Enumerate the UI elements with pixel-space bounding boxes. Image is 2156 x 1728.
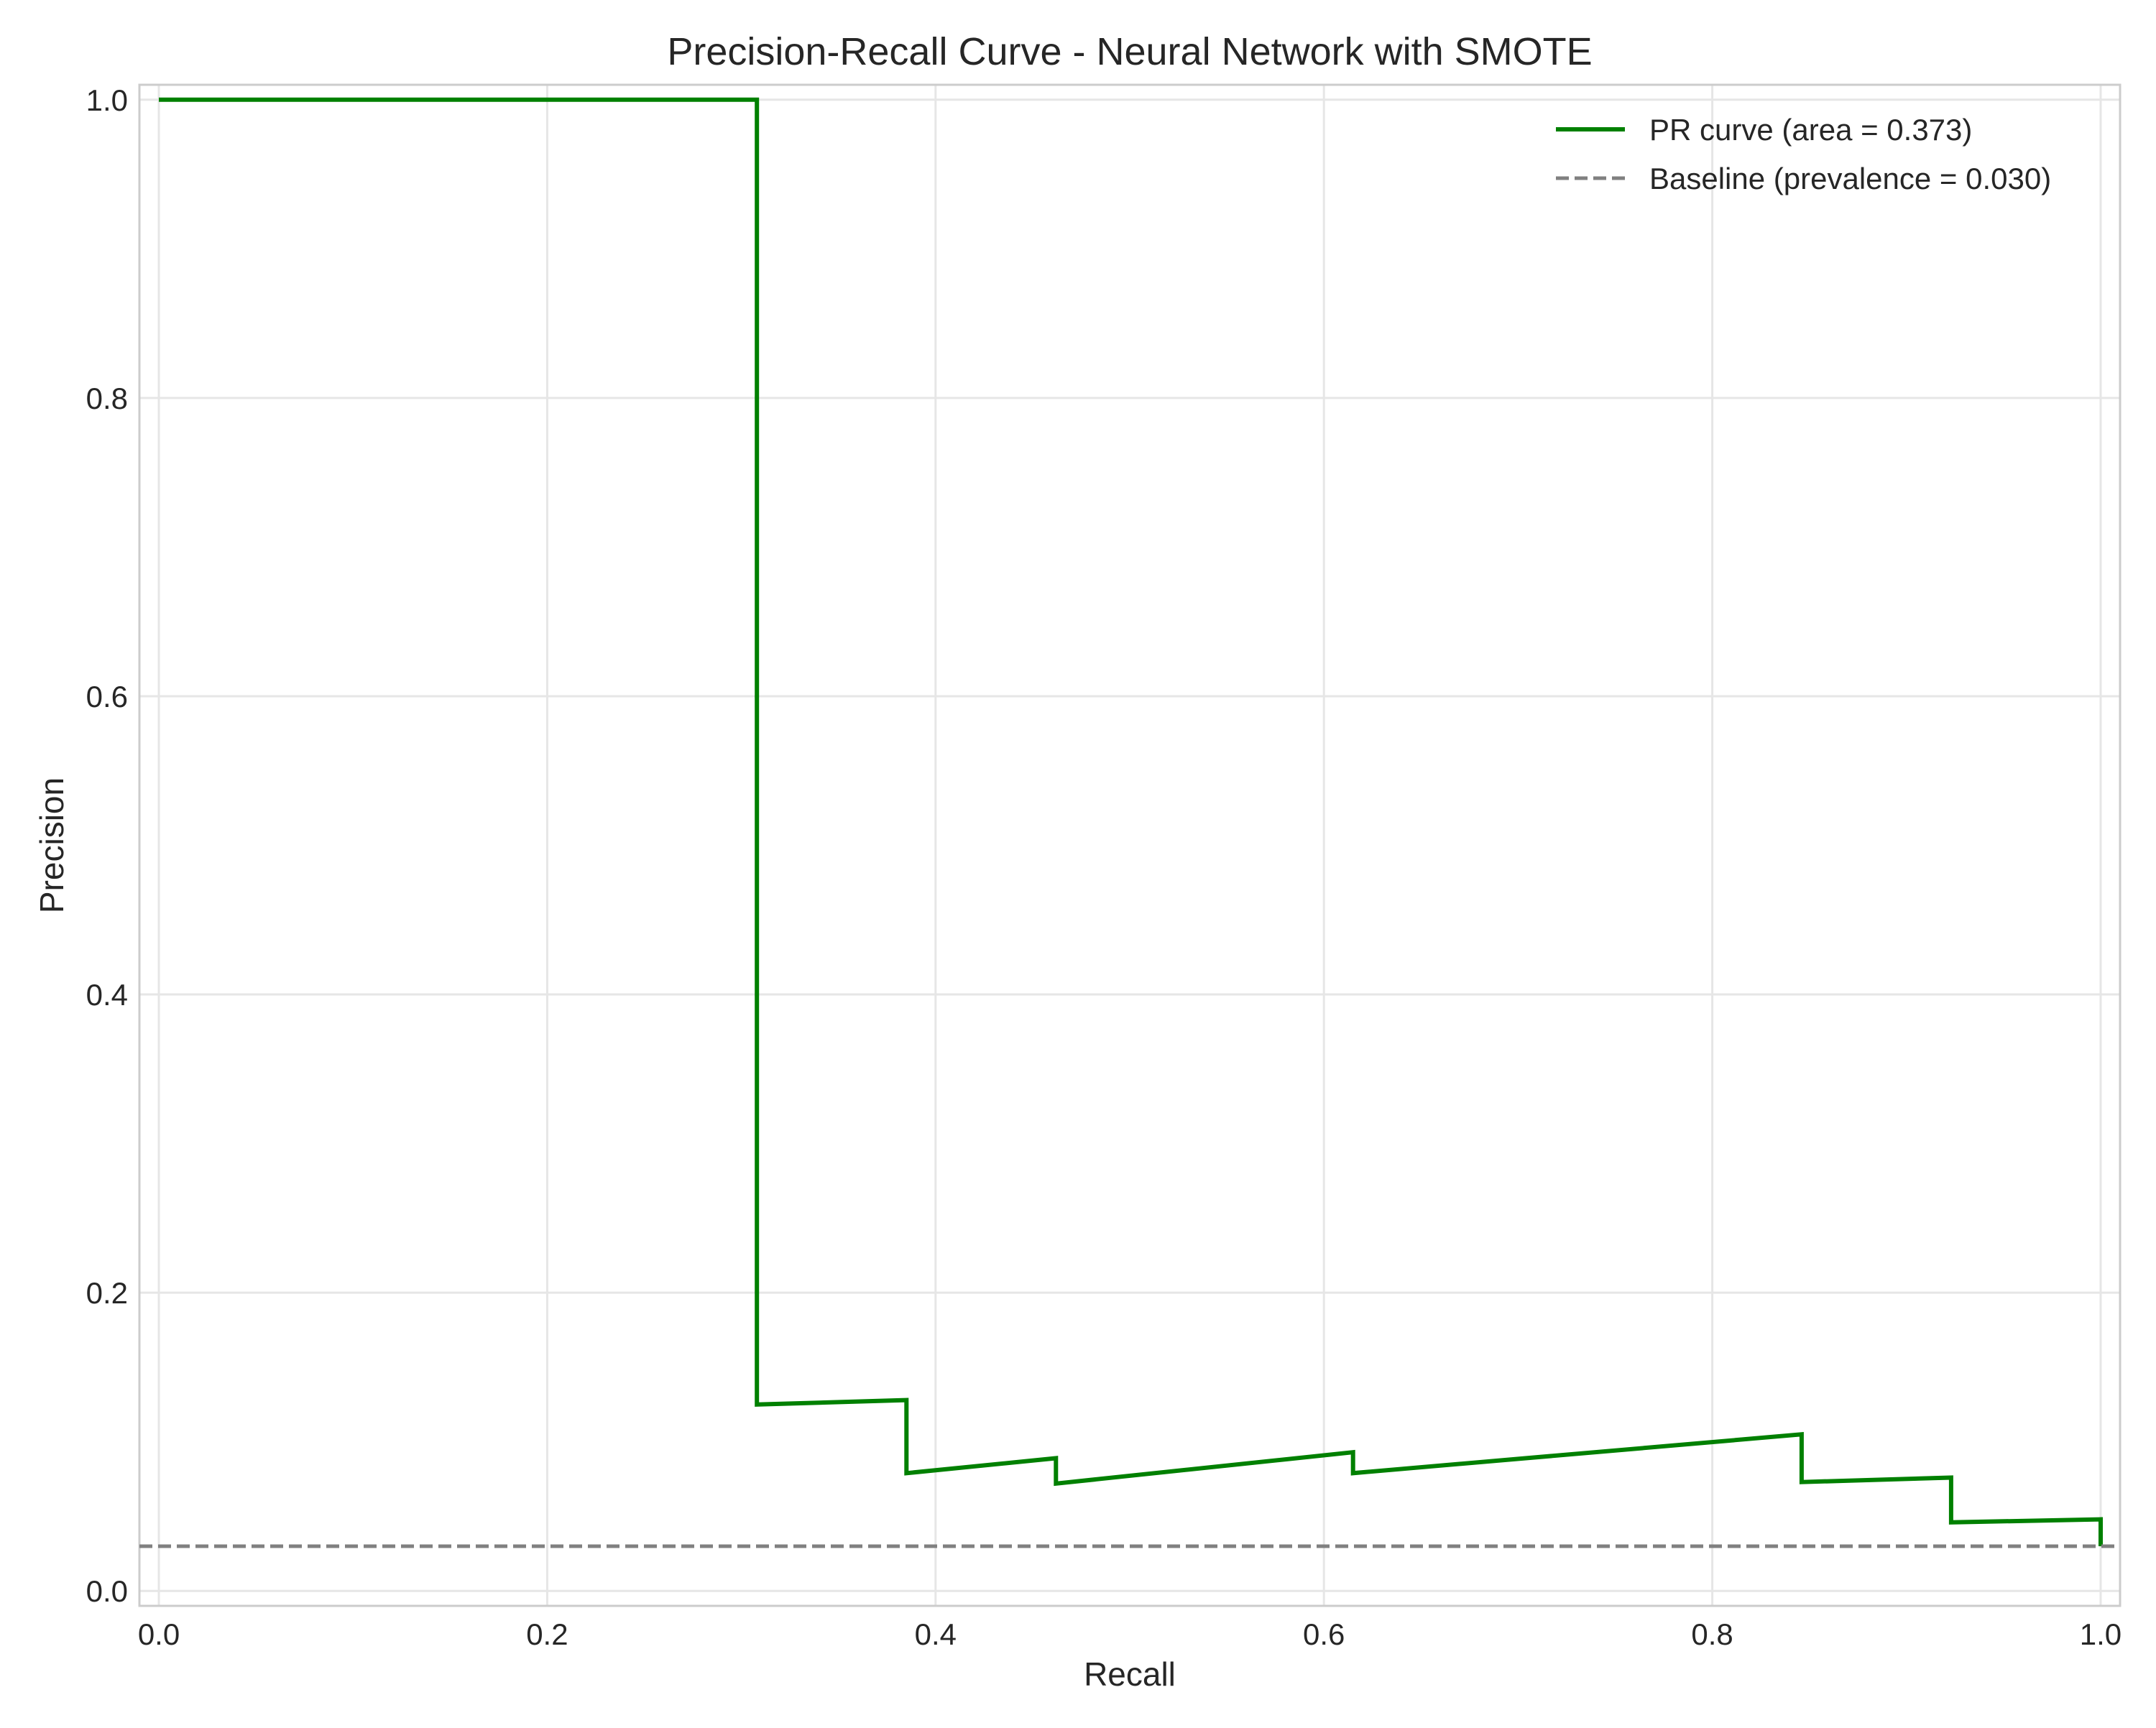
x-tick-label: 0.4 <box>915 1617 957 1651</box>
x-tick-label: 1.0 <box>2080 1617 2122 1651</box>
y-tick-label: 0.8 <box>86 382 128 415</box>
legend-label-1: Baseline (prevalence = 0.030) <box>1649 162 2051 195</box>
x-tick-label: 0.0 <box>138 1617 180 1651</box>
y-tick-label: 1.0 <box>86 83 128 117</box>
x-axis-label: Recall <box>1084 1655 1176 1693</box>
x-tick-label: 0.8 <box>1691 1617 1733 1651</box>
tick-labels: 0.0 0.2 0.4 0.6 0.8 1.0 0.0 0.2 0.4 0.6 0.8 1.0 <box>86 83 2122 1651</box>
y-tick-label: 0.6 <box>86 680 128 713</box>
y-tick-label: 0.4 <box>86 978 128 1012</box>
legend-label-0: PR curve (area = 0.373) <box>1649 113 1972 147</box>
plot-frame <box>138 83 2122 1607</box>
chart-title: Precision-Recall Curve - Neural Network … <box>667 30 1592 73</box>
series-layer <box>139 97 2120 1548</box>
x-tick-label: 0.6 <box>1303 1617 1345 1651</box>
x-tick-label: 0.2 <box>526 1617 568 1651</box>
y-tick-label: 0.2 <box>86 1276 128 1310</box>
y-tick-label: 0.0 <box>86 1574 128 1608</box>
series-line-0 <box>159 97 2103 1546</box>
y-axis-label: Precision <box>33 777 70 913</box>
legend: PR curve (area = 0.373) Baseline (prevale… <box>1556 113 2051 195</box>
